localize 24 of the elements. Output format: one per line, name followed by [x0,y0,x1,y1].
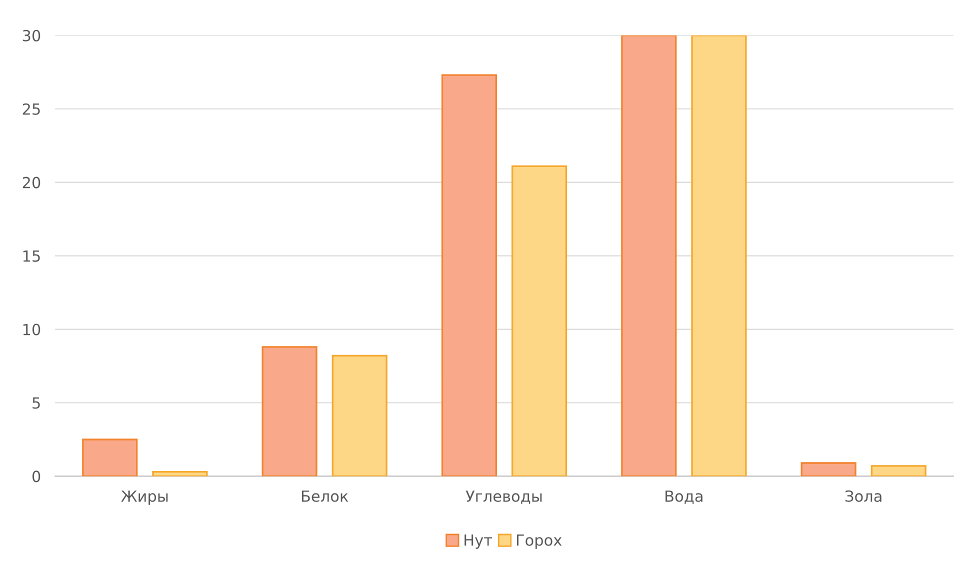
bar [262,346,318,476]
y-tick-label: 25 [22,103,40,115]
bar [441,74,497,476]
bar [332,354,388,476]
x-tick-label: Вода [666,490,702,504]
bar [870,465,926,476]
bar [800,462,856,476]
y-tick-label: 15 [23,250,40,262]
x-tick-label: Зола [845,490,882,502]
legend-label: Нут [464,534,492,549]
x-tick-label: Углеводы [466,490,542,504]
bar [152,470,208,476]
bar [82,438,138,476]
bar [512,165,568,476]
y-tick-label: 0 [32,470,40,482]
y-tick-label: 5 [32,397,40,409]
y-tick-label: 10 [23,324,40,336]
x-tick-label: Жиры [121,490,168,505]
legend-label: Горох [516,534,562,549]
x-tick-label: Белок [302,490,348,502]
bar [691,35,747,476]
y-tick-label: 30 [22,30,40,42]
y-tick-label: 20 [22,176,40,188]
bar [621,35,677,476]
